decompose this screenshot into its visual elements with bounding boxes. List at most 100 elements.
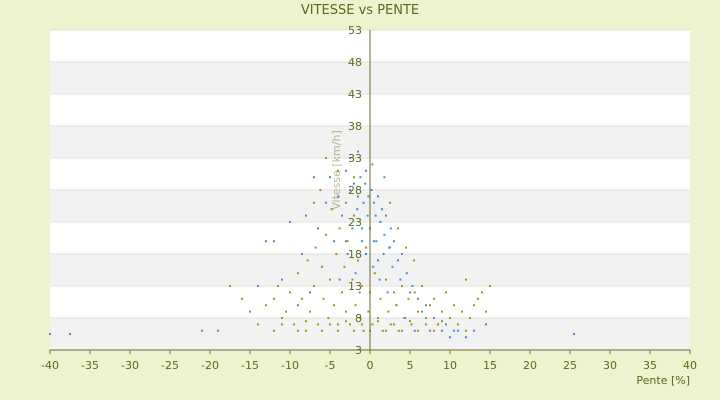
data-point-series-2 xyxy=(289,291,291,294)
data-point-series-2 xyxy=(361,285,363,287)
data-point-series-1 xyxy=(465,336,467,339)
x-tick-label: 30 xyxy=(603,359,617,372)
data-point-series-2 xyxy=(337,329,339,332)
data-point-series-2 xyxy=(257,323,259,326)
data-point-series-2 xyxy=(351,278,354,281)
data-point-series-1 xyxy=(289,221,291,223)
data-point-series-1 xyxy=(281,278,283,281)
data-point-series-2 xyxy=(327,317,330,319)
data-point-series-1 xyxy=(345,169,347,172)
data-point-series-2 xyxy=(362,329,365,332)
y-tick-label: 8 xyxy=(355,312,362,325)
data-point-series-1 xyxy=(217,329,219,332)
data-point-series-2 xyxy=(345,310,347,313)
data-point-series-2 xyxy=(313,201,315,204)
x-tick-label: 35 xyxy=(643,359,657,372)
data-point-series-2 xyxy=(297,329,299,332)
x-tick-label: -15 xyxy=(241,359,259,372)
data-point-series-1 xyxy=(417,297,419,300)
data-point-series-1 xyxy=(69,333,71,335)
x-tick-label: -5 xyxy=(325,359,336,372)
chart-title: VITESSE vs PENTE xyxy=(301,3,419,18)
data-point-series-2 xyxy=(285,310,287,313)
data-point-series-2 xyxy=(395,304,398,307)
data-point-series-1 xyxy=(201,329,203,332)
data-point-series-2 xyxy=(373,272,376,275)
x-tick-label: 20 xyxy=(523,359,537,372)
x-tick-label: 25 xyxy=(563,359,577,372)
x-tick-label: 10 xyxy=(443,359,457,372)
data-point-series-2 xyxy=(393,291,395,294)
data-point-series-2 xyxy=(325,157,327,159)
data-point-series-2 xyxy=(353,214,355,217)
data-point-series-1 xyxy=(373,201,375,204)
data-point-series-2 xyxy=(429,304,431,307)
data-point-series-2 xyxy=(421,285,423,287)
y-tick-label: 28 xyxy=(348,184,362,197)
data-point-series-1 xyxy=(359,176,362,179)
data-point-series-1 xyxy=(375,240,378,243)
data-point-series-2 xyxy=(265,304,267,307)
data-point-series-2 xyxy=(333,304,335,307)
data-point-series-2 xyxy=(410,323,413,326)
data-point-series-2 xyxy=(317,323,319,326)
data-point-series-2 xyxy=(401,329,403,332)
x-tick-label: -10 xyxy=(281,359,299,372)
data-point-series-2 xyxy=(335,253,338,255)
data-point-series-1 xyxy=(445,323,447,326)
y-tick-label: 13 xyxy=(348,280,362,293)
data-point-series-1 xyxy=(393,240,395,243)
data-point-series-2 xyxy=(338,227,341,230)
data-point-series-2 xyxy=(319,189,322,191)
data-point-series-2 xyxy=(249,310,251,313)
data-point-series-2 xyxy=(413,259,415,262)
data-point-series-1 xyxy=(338,278,341,281)
y-axis-label: Vitesse [km/h] xyxy=(330,130,343,210)
data-point-series-2 xyxy=(341,291,343,294)
data-point-series-2 xyxy=(389,201,391,204)
data-point-series-2 xyxy=(413,291,416,294)
data-point-series-1 xyxy=(378,278,381,281)
data-point-series-1 xyxy=(364,182,367,185)
data-point-series-1 xyxy=(383,233,386,236)
data-point-series-1 xyxy=(365,253,367,255)
data-point-series-1 xyxy=(389,227,392,230)
data-point-series-2 xyxy=(293,323,295,326)
data-point-series-1 xyxy=(361,227,363,230)
data-point-series-2 xyxy=(241,297,243,300)
data-point-series-1 xyxy=(573,333,575,335)
data-point-series-1 xyxy=(366,214,369,217)
data-point-series-1 xyxy=(389,246,391,249)
data-point-series-2 xyxy=(337,169,339,172)
data-point-series-1 xyxy=(457,329,459,332)
y-tick-label: 48 xyxy=(348,56,362,69)
data-point-series-1 xyxy=(297,304,299,307)
data-point-series-1 xyxy=(257,285,259,287)
data-point-series-1 xyxy=(399,278,402,281)
y-tick-label: 18 xyxy=(348,248,362,261)
data-point-series-1 xyxy=(377,195,379,198)
data-point-series-2 xyxy=(437,323,439,326)
data-point-series-1 xyxy=(405,272,408,275)
data-point-series-1 xyxy=(385,214,387,217)
data-point-series-2 xyxy=(433,329,435,332)
data-point-series-1 xyxy=(273,240,275,243)
data-point-series-2 xyxy=(367,310,370,313)
data-point-series-1 xyxy=(356,208,359,211)
data-point-series-2 xyxy=(329,323,331,326)
y-tick-label: 3 xyxy=(355,344,362,357)
data-point-series-2 xyxy=(407,297,410,300)
data-point-series-2 xyxy=(359,317,362,319)
data-point-series-2 xyxy=(297,272,299,275)
data-point-series-2 xyxy=(281,323,283,326)
data-point-series-1 xyxy=(386,291,389,294)
data-point-series-2 xyxy=(306,259,309,262)
x-tick-label: -30 xyxy=(121,359,139,372)
data-point-series-2 xyxy=(481,291,483,294)
data-point-series-2 xyxy=(377,320,379,323)
x-axis-label: Pente [%] xyxy=(636,374,690,387)
data-point-series-2 xyxy=(365,246,367,249)
data-point-series-2 xyxy=(445,291,447,294)
